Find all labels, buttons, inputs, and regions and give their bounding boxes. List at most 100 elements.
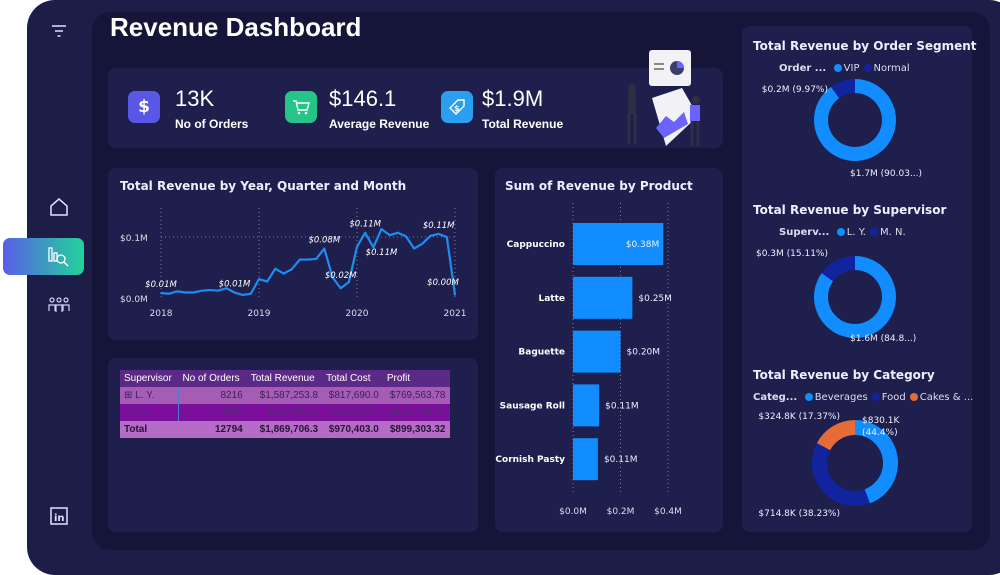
data-point	[201, 289, 203, 292]
data-label: $1.6M (84.8...)	[850, 334, 916, 344]
data-label: $0.02M	[325, 271, 357, 281]
table-row[interactable]: ⊞ L. Y. 8216 $1,587,253.8 $817,690.0 $76…	[120, 387, 450, 404]
svg-text:$: $	[454, 104, 460, 113]
data-point	[364, 231, 366, 234]
data-point	[160, 292, 162, 294]
data-point	[405, 235, 407, 238]
data-point	[307, 258, 309, 261]
cell: $1,869,706.3	[246, 421, 323, 438]
data-label: $0.08M	[308, 236, 340, 246]
cell: 4578	[178, 404, 247, 421]
category-label: Cornish Pasty	[495, 455, 565, 465]
line-chart-title: Total Revenue by Year, Quarter and Month	[120, 179, 407, 193]
data-point	[388, 234, 391, 236]
x-tick-label: 2021	[444, 309, 467, 319]
cell: 8216	[178, 387, 247, 404]
data-point	[290, 268, 293, 271]
legend-item[interactable]: Food	[868, 392, 906, 403]
donut-panel: Total Revenue by Order Segment Order ... …	[742, 26, 977, 532]
data-label: $0.20M	[627, 348, 661, 358]
col-revenue[interactable]: Total Revenue	[246, 370, 323, 387]
legend-item[interactable]: VIP	[830, 63, 860, 74]
price-tag-icon: $	[441, 91, 473, 123]
cell: $769,563.78	[382, 387, 450, 404]
bar-chart-card: Sum of Revenue by Product $0.0M $0.2M $0.4…	[495, 168, 723, 532]
legend-item[interactable]: Normal	[860, 63, 910, 74]
data-point	[372, 246, 375, 249]
legend-item[interactable]: L. Y.	[833, 227, 866, 238]
donut-slice	[812, 443, 870, 507]
data-label: $0.00M	[427, 278, 459, 288]
kpi-card	[108, 68, 723, 148]
donut-chart: $1.6M (84.8...) $0.3M (15.11%)	[756, 249, 916, 344]
data-point	[429, 234, 432, 237]
donut-title: Total Revenue by Order Segment	[753, 39, 977, 53]
category-label: Sausage Roll	[500, 401, 565, 411]
data-point	[421, 242, 424, 245]
cell: $152,713.0	[322, 404, 383, 421]
linkedin-icon[interactable]: in	[48, 505, 70, 527]
data-point	[348, 281, 350, 283]
data-label: $0.01M	[219, 280, 251, 290]
donut-title: Total Revenue by Category	[753, 368, 935, 382]
x-tick-label: 2019	[248, 309, 271, 319]
expand-icon[interactable]: ⊞	[124, 390, 136, 401]
data-point	[217, 289, 219, 292]
kpi-orders-label: No of Orders	[175, 117, 249, 131]
legend-item[interactable]: M. N.	[866, 227, 906, 238]
table-header: Supervisor No of Orders Total Revenue To…	[120, 370, 450, 387]
legend-title: Categ...	[753, 392, 801, 403]
legend: Order ... VIP Normal	[779, 63, 910, 74]
cell: $970,403.0	[322, 421, 383, 438]
col-cost[interactable]: Total Cost	[322, 370, 383, 387]
donut-chart: $830.1K (44.4%) $714.8K (38.23%) $324.8K (1…	[758, 412, 900, 519]
col-profit[interactable]: Profit	[382, 370, 450, 387]
legend-dot	[804, 393, 813, 401]
data-point	[380, 228, 383, 230]
data-label: $0.11M	[605, 401, 639, 411]
x-tick-label: $0.2M	[607, 507, 635, 517]
legend-dot	[871, 393, 880, 401]
legend-dot	[909, 393, 918, 401]
data-point	[266, 280, 268, 283]
supervisor-table: Supervisor No of Orders Total Revenue To…	[120, 370, 450, 438]
legend-title: Order ...	[779, 63, 830, 74]
data-point	[192, 291, 195, 294]
team-icon[interactable]	[48, 294, 70, 316]
data-label: $0.01M	[145, 280, 177, 290]
donut-slice	[814, 79, 896, 161]
legend-item[interactable]: Beverages	[801, 392, 868, 403]
kpi-orders-value: 13K	[175, 86, 215, 111]
col-orders[interactable]: No of Orders	[178, 370, 247, 387]
bar	[573, 276, 633, 319]
donut-slice	[816, 419, 855, 451]
data-label: $0.3M (15.11%)	[756, 249, 828, 259]
category-label: Cappuccino	[507, 240, 565, 250]
col-supervisor[interactable]: Supervisor	[120, 370, 179, 387]
line-chart-card: Total Revenue by Year, Quarter and Month…	[108, 168, 478, 340]
y-tick-label: $0.1M	[120, 234, 148, 244]
analytics-icon	[48, 247, 69, 267]
donut-slice	[821, 256, 855, 282]
data-point	[184, 291, 187, 294]
cell: M. N.	[120, 404, 179, 421]
bar	[573, 438, 598, 481]
legend-dot	[869, 228, 878, 236]
legend-item[interactable]: Cakes & ...	[906, 392, 973, 403]
data-point	[233, 291, 236, 294]
bar	[573, 330, 621, 373]
table-row[interactable]: M. N. 4578 $282,452.5 $152,713.0 $129,73…	[120, 404, 450, 421]
home-icon[interactable]	[48, 196, 70, 218]
filter-icon[interactable]	[48, 20, 70, 42]
data-label: $0.25M	[638, 294, 672, 304]
data-label: $0.38M	[626, 240, 660, 250]
data-point	[323, 247, 326, 250]
data-point	[176, 290, 179, 293]
kpi-avg-value: $146.1	[329, 86, 397, 111]
y-tick-label: $0.0M	[120, 295, 148, 305]
legend-dot	[833, 64, 842, 72]
data-point	[397, 231, 399, 234]
legend: Superv... L. Y. M. N.	[779, 227, 906, 238]
sidebar-item-analytics[interactable]	[3, 238, 84, 275]
table-card: Supervisor No of Orders Total Revenue To…	[108, 358, 478, 532]
